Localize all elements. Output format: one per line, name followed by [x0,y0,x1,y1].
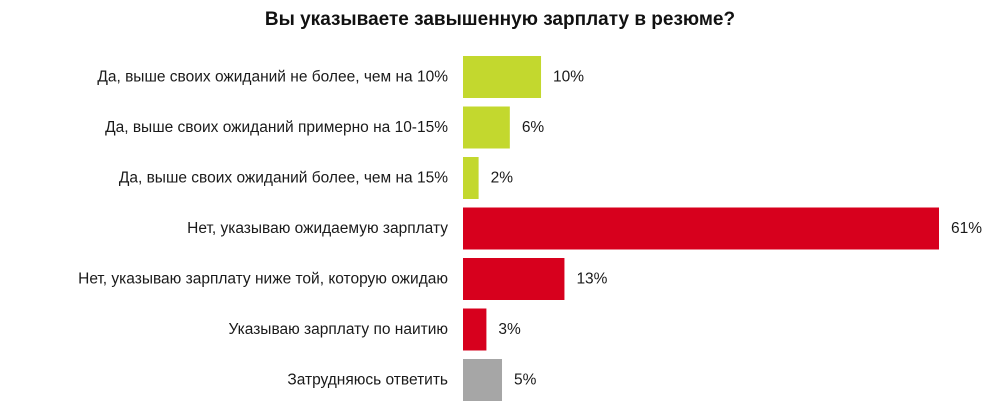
category-label: Нет, указываю зарплату ниже той, которую… [78,271,448,288]
category-label: Да, выше своих ожиданий более, чем на 15… [119,170,448,187]
bar [463,207,939,250]
value-label: 13% [576,271,607,288]
bar [463,258,565,300]
value-label: 10% [553,69,584,86]
category-label: Указываю зарплату по наитию [228,321,448,338]
bar [463,56,542,98]
bar [463,157,479,199]
value-label: 5% [514,372,537,389]
bar [463,359,503,401]
chart-title: Вы указываете завышенную зарплату в резю… [264,9,736,30]
value-label: 3% [498,321,521,338]
value-label: 6% [522,119,545,136]
bar [463,308,487,351]
value-label: 2% [491,170,514,187]
category-label: Нет, указываю ожидаемую зарплату [187,220,448,237]
category-label: Да, выше своих ожиданий примерно на 10-1… [105,119,448,136]
value-label: 61% [951,220,982,237]
bar [463,106,510,149]
category-label: Затрудняюсь ответить [287,372,448,389]
category-label: Да, выше своих ожиданий не более, чем на… [97,69,448,86]
